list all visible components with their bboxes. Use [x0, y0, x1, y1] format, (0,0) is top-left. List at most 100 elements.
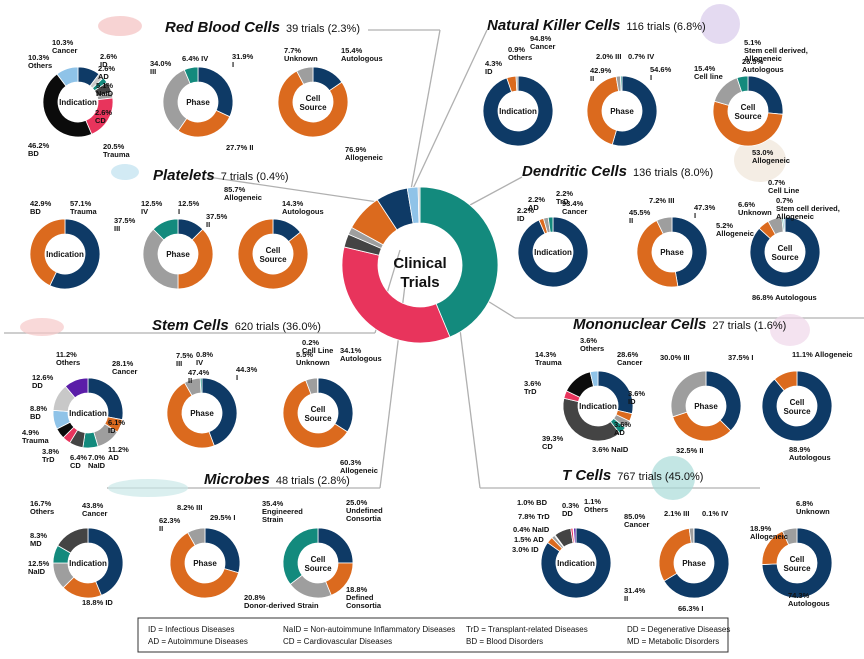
slice-label: 15.4% Autologous [341, 46, 383, 63]
slice-label: 20.5% Trauma [103, 142, 131, 159]
slice-label: 11.2% AD [108, 445, 129, 462]
slice-trd [547, 216, 554, 233]
slice-cancer [87, 527, 124, 596]
nk-source-center-label: Cell Source [734, 103, 762, 121]
center-title-line2: Trials [400, 274, 439, 291]
connector-line [409, 29, 441, 196]
slice-label: 1.1% Others [584, 497, 608, 514]
stem-source-donut [282, 377, 354, 449]
slice-label: 0.7% Stem cell derived, Allogeneic [776, 196, 840, 221]
slice-others [57, 527, 89, 554]
donut-hole [68, 393, 108, 433]
slice-label: 8.3% MD [30, 531, 47, 548]
slice-label: 8.8% BD [30, 404, 47, 421]
slice-label: 6.1% ID [108, 418, 125, 435]
slice-label: 44.3% I [236, 365, 258, 382]
slice-label: 6.6% Unknown [738, 200, 772, 217]
slice-i [671, 216, 708, 287]
slice-label: 53.0% Allogeneic [752, 148, 790, 165]
mic-indication-center-label: Indication [69, 559, 107, 568]
slice-ii [166, 382, 215, 449]
slice-trauma [49, 218, 101, 290]
nk-phase-center-label: Phase [610, 107, 634, 116]
rbc-source-donut [277, 66, 349, 138]
group-title-stem: Stem Cells 620 trials (36.0%) [152, 317, 321, 334]
tc-indication-center-label: Indication [557, 559, 595, 568]
slice-label: 47.4% II [188, 368, 210, 385]
tc-source-donut [761, 527, 833, 599]
slice-label: 32.5% II [676, 446, 704, 455]
donut-hole [674, 543, 714, 583]
cell-illustration [734, 138, 786, 182]
slice-unknown [296, 66, 314, 85]
slice-label: 0.1% IV [702, 509, 728, 518]
slice-iv [199, 377, 203, 394]
plt-indication-center-label: Indication [46, 250, 84, 259]
donut-hole [182, 393, 222, 433]
cell-illustration [770, 314, 810, 346]
group-title-rbc: Red Blood Cells 39 trials (2.3%) [165, 19, 360, 36]
slice-bd [42, 73, 93, 138]
group-title-dc: Dendritic Cells 136 trials (8.0%) [522, 163, 713, 180]
slice-others [573, 527, 577, 544]
tc-indication-donut [540, 527, 612, 599]
slice-label: 30.0% III [660, 353, 690, 362]
slice-label: 3.8% TrD [42, 447, 59, 464]
slice-iii [656, 216, 673, 235]
legend-item: MD = Metabolic Disorders [627, 637, 719, 646]
slice-stem-cells [341, 246, 451, 344]
slice-allogeneic [237, 218, 309, 290]
slice-label: 8.2% III [177, 503, 202, 512]
slice-label: 28.6% Cancer [617, 350, 643, 367]
donut-hole [178, 82, 218, 122]
donut-hole [556, 543, 596, 583]
group-title-plt: Platelets 7 trials (0.4%) [153, 167, 289, 184]
mic-phase-center-label: Phase [193, 559, 217, 568]
slice-label: 12.6% DD [32, 373, 54, 390]
overall-donut [341, 186, 499, 344]
slice-label: 3.6% Others [580, 336, 604, 353]
slice-engineered-strain [282, 527, 319, 585]
tc-phase-donut [658, 527, 730, 599]
slice-label: 93.4% Cancer [562, 199, 588, 216]
slice-label: 12.5% IV [141, 199, 163, 216]
slice-label: 5.1% NaID [96, 81, 114, 98]
slice-label: 0.7% Cell Line [768, 178, 799, 195]
slice-allogeneic [277, 70, 349, 138]
slice-label: 7.8% TrD [518, 512, 550, 521]
legend-box [137, 617, 729, 653]
slice-iv [183, 66, 199, 85]
slice-cancer [540, 527, 612, 599]
slice-label: 2.6% ID [100, 52, 117, 69]
donut-hole [498, 91, 538, 131]
mono-source-donut [761, 370, 833, 442]
center-title-line1: Clinical [393, 255, 446, 272]
slice-label: 37.5% II [206, 212, 228, 229]
donut-hole [58, 82, 98, 122]
donut-hole [728, 91, 768, 131]
slice-label: 5.5% Unknown [296, 350, 330, 367]
slice-label: 20.8% Donor-derived Strain [244, 593, 319, 610]
slice-label: 12.5% I [178, 199, 200, 216]
slice-label: 74.3% Autologous [788, 591, 830, 608]
slice-platelets [417, 186, 421, 224]
group-title-mic: Microbes 48 trials (2.8%) [204, 471, 350, 488]
slice-label: 25.0% Undefined Consortia [346, 498, 383, 523]
slice-label: 46.2% BD [28, 141, 50, 158]
nk-phase-donut [586, 75, 658, 147]
cell-illustration [651, 456, 695, 500]
slice-allogeneic [712, 100, 784, 147]
slice-label: 3.6% NaID [592, 445, 629, 454]
slice-allogeneic [773, 370, 798, 392]
legend-item: NaID = Non-autoimmune Inflammatory Disea… [283, 625, 455, 634]
slice-iii [187, 527, 206, 547]
donut-hole [185, 543, 225, 583]
rbc-phase-center-label: Phase [186, 98, 210, 107]
stem-source-center-label: Cell Source [304, 405, 332, 423]
donut-hole [777, 386, 817, 426]
mono-phase-center-label: Phase [694, 402, 718, 411]
slice-label: 18.8% Defined Consortia [346, 585, 382, 610]
slice-label: 7.5% III [176, 351, 193, 368]
group-title-nk: Natural Killer Cells 116 trials (6.8%) [487, 17, 706, 34]
